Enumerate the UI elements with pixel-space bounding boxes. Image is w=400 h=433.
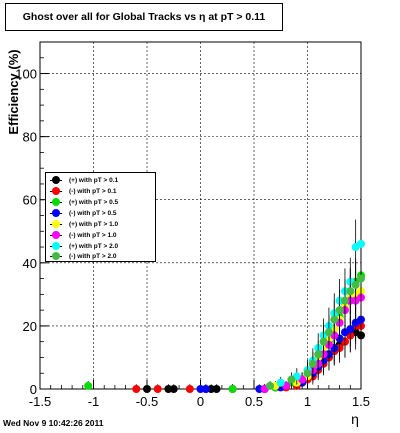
- data-point: [346, 287, 355, 296]
- legend-label: (+) with pT > 2.0: [69, 243, 119, 250]
- y-tick-label: 60: [23, 193, 37, 208]
- legend-label: (-) with pT > 2.0: [69, 253, 117, 260]
- legend-label: (+) with pT > 0.5: [69, 199, 119, 206]
- data-point: [153, 385, 162, 393]
- legend-marker: [52, 209, 60, 217]
- y-tick-label: 100: [15, 67, 37, 82]
- legend-entry: (+) with pT > 1.0: [46, 219, 155, 230]
- y-tick-label: 20: [23, 319, 37, 334]
- legend-entry: (+) with pT > 2.0: [46, 241, 155, 252]
- x-tick-label: 0: [197, 394, 204, 409]
- legend-entry: (-) with pT > 0.5: [46, 208, 155, 219]
- legend-label: (-) with pT > 0.5: [69, 210, 117, 217]
- data-point: [185, 385, 194, 393]
- legend-label: (-) with pT > 0.1: [69, 188, 117, 195]
- timestamp: Wed Nov 9 10:42:26 2011: [3, 418, 104, 428]
- data-point: [169, 385, 178, 393]
- data-point: [340, 296, 349, 305]
- data-point: [346, 325, 355, 334]
- y-tick-label: 0: [30, 382, 37, 397]
- data-point: [319, 337, 328, 346]
- data-point: [335, 306, 344, 315]
- data-point: [308, 359, 317, 368]
- legend-entry: (-) with pT > 0.1: [46, 186, 155, 197]
- x-tick-label: -1: [88, 394, 100, 409]
- data-point: [212, 385, 221, 393]
- data-markers: [84, 216, 365, 393]
- legend-marker: [52, 220, 60, 228]
- legend-label: (+) with pT > 0.1: [69, 177, 119, 184]
- data-point: [330, 315, 339, 324]
- data-point: [84, 381, 93, 390]
- data-point: [266, 381, 275, 390]
- x-tick-label: -0.5: [136, 394, 158, 409]
- x-tick-label: 1: [304, 394, 311, 409]
- axes: -1.5 -1 -0.5 0 0.5 1 1.5 0 20 40 60 80 100 η Efficienc…: [6, 41, 370, 427]
- legend-marker: [52, 187, 60, 195]
- data-point: [314, 350, 323, 359]
- legend-marker: [52, 176, 60, 184]
- x-tick-label: 1.5: [352, 394, 370, 409]
- x-tick-label: -1.5: [29, 394, 51, 409]
- legend: (+) with pT > 0.1 (-) with pT > 0.1 (+) …: [45, 172, 156, 262]
- data-point: [357, 239, 365, 248]
- legend-marker: [52, 198, 60, 206]
- data-point: [303, 369, 312, 378]
- data-point: [324, 328, 333, 337]
- data-point: [201, 385, 210, 393]
- data-point: [228, 385, 237, 393]
- y-axis-label: Efficiency (%): [6, 49, 21, 134]
- data-point: [287, 375, 296, 384]
- data-point: [351, 280, 360, 289]
- data-point: [132, 385, 141, 393]
- data-point: [276, 378, 285, 387]
- x-axis-label: η: [351, 411, 359, 427]
- legend-label: (-) with pT > 1.0: [69, 232, 117, 239]
- legend-entry: (-) with pT > 1.0: [46, 230, 155, 241]
- legend-entry: (+) with pT > 0.1: [46, 175, 155, 186]
- y-tick-label: 40: [23, 256, 37, 271]
- data-point: [143, 385, 151, 393]
- y-tick-label: 80: [23, 130, 37, 145]
- x-tick-label: 0.5: [245, 394, 263, 409]
- legend-entry: (+) with pT > 0.5: [46, 197, 155, 208]
- legend-marker: [52, 242, 60, 250]
- legend-label: (+) with pT > 1.0: [69, 221, 119, 228]
- legend-marker: [52, 252, 60, 260]
- chart-title: Ghost over all for Global Tracks vs η at…: [5, 3, 283, 31]
- data-point: [357, 274, 365, 283]
- legend-entry: (-) with pT > 2.0: [46, 251, 155, 262]
- legend-marker: [52, 231, 60, 239]
